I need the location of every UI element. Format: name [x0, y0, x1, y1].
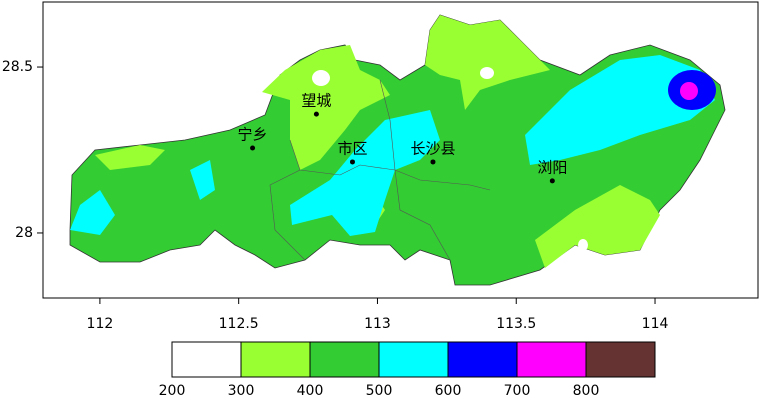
region-white [480, 67, 494, 79]
x-tick-label: 113 [364, 316, 391, 332]
region-cyan [190, 160, 215, 200]
place-label: 宁乡 [238, 126, 268, 144]
place-dot [549, 178, 555, 184]
region-lime [262, 45, 390, 170]
region-white [578, 239, 588, 251]
place-label: 浏阳 [537, 158, 567, 176]
x-tick-label: 114 [642, 316, 669, 332]
y-tick-label: 28 [15, 225, 33, 241]
x-tick-label: 113.5 [496, 316, 536, 332]
colorbar-label: 200 [159, 383, 186, 399]
county-border [269, 139, 306, 261]
place-dot [430, 159, 436, 165]
region-lime [95, 145, 165, 170]
colorbar-label: 300 [228, 383, 255, 399]
map-regions [69, 14, 726, 286]
region-cyan [525, 55, 715, 165]
region-lime [425, 15, 550, 110]
colorbar-box [240, 341, 311, 378]
colorbar-box [378, 341, 449, 378]
y-tick-label: 28.5 [2, 59, 33, 75]
region-cyan [290, 110, 440, 236]
place-dot [250, 145, 256, 151]
place-dot [349, 159, 355, 165]
place-label: 长沙县 [410, 139, 455, 157]
colorbar-label: 400 [297, 383, 324, 399]
colorbar-box [447, 341, 518, 378]
colorbar-box [585, 341, 656, 378]
plot-frame [42, 1, 759, 299]
region-lime [535, 185, 660, 268]
colorbar-box [309, 341, 380, 378]
place-label: 市区 [337, 139, 367, 157]
colorbar-label: 800 [573, 383, 600, 399]
region-magenta [680, 82, 698, 100]
colorbar-box [171, 341, 242, 378]
place-dot [313, 111, 319, 117]
colorbar-label: 500 [366, 383, 393, 399]
place-label: 望城 [301, 92, 331, 110]
region-white [312, 70, 330, 86]
colorbar-box [516, 341, 587, 378]
colorbar-label: 600 [435, 383, 462, 399]
colorbar-label: 700 [504, 383, 531, 399]
x-tick-label: 112.5 [219, 316, 259, 332]
region-cyan [70, 190, 115, 235]
county-border [379, 79, 451, 261]
x-tick-label: 112 [87, 316, 114, 332]
